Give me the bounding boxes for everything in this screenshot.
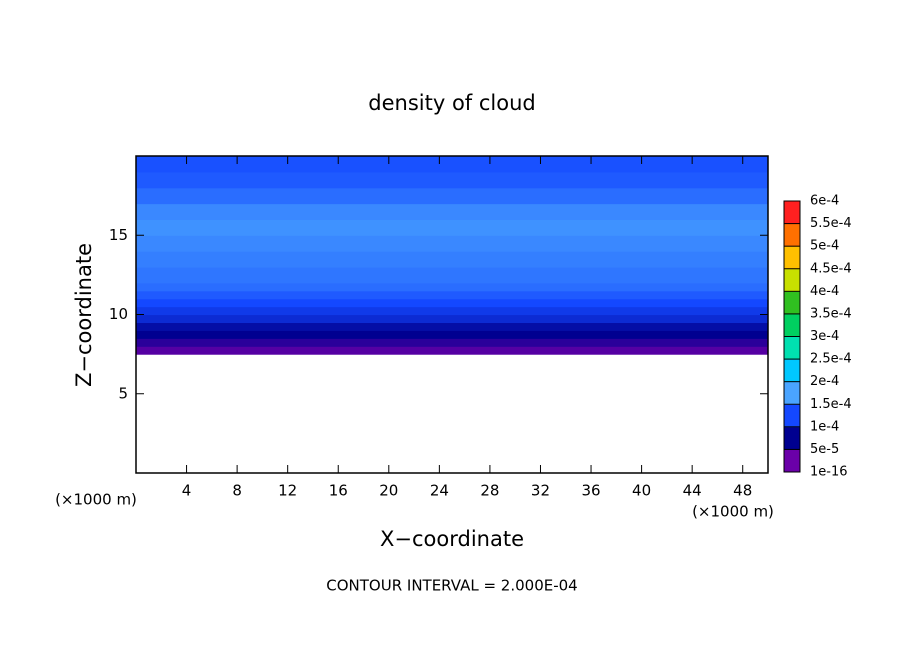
x-unit: (×1000 m) <box>692 503 774 521</box>
colorbar-label: 1e-4 <box>810 419 839 434</box>
x-tick-label: 20 <box>379 482 398 500</box>
contour-band <box>136 314 768 324</box>
x-tick-label: 24 <box>430 482 449 500</box>
contour-band <box>136 306 768 316</box>
contour-band <box>136 235 768 252</box>
colorbar-label: 5e-5 <box>810 442 839 457</box>
x-tick-label: 36 <box>581 482 600 500</box>
colorbar: 1e-16 5e-5 1e-4 1.5e-4 2e-4 2.5e-4 3e-4 3.5e-4 4… <box>783 194 852 480</box>
x-tick-label: 28 <box>480 482 499 500</box>
contour-band <box>136 219 768 236</box>
colorbar-label: 3e-4 <box>810 329 839 344</box>
y-axis-label: Z−coordinate <box>72 243 96 387</box>
colorbar-label: 3.5e-4 <box>810 306 852 321</box>
colorbar-label: 5e-4 <box>810 239 839 254</box>
colorbar-label: 2.5e-4 <box>810 352 852 367</box>
x-tick-label: 8 <box>232 482 242 500</box>
colorbar-band <box>784 404 800 428</box>
x-tick-label: 44 <box>683 482 702 500</box>
colorbar-band <box>784 313 800 337</box>
contour-band <box>136 187 768 205</box>
contour-band <box>136 171 768 189</box>
field <box>136 156 768 355</box>
colorbar-band <box>784 426 800 450</box>
colorbar-band <box>784 381 800 405</box>
colorbar-band <box>784 336 800 360</box>
colorbar-band <box>784 449 800 473</box>
colorbar-band <box>784 359 800 383</box>
x-tick-label: 16 <box>329 482 348 500</box>
contour-band <box>136 290 768 300</box>
contour-band <box>136 251 768 268</box>
colorbar-label: 1.5e-4 <box>810 397 852 412</box>
contour-band <box>136 282 768 292</box>
colorbar-band <box>784 246 800 270</box>
contour-band <box>136 156 768 173</box>
colorbar-label: 4e-4 <box>810 284 839 299</box>
y-tick-label: 15 <box>109 226 128 244</box>
x-tick-label: 32 <box>531 482 550 500</box>
contour-band <box>136 266 768 284</box>
y-tick-label: 10 <box>109 305 128 323</box>
colorbar-band <box>784 201 800 225</box>
contour-band <box>136 346 768 355</box>
colorbar-label: 2e-4 <box>810 374 839 389</box>
x-tick-label: 4 <box>182 482 192 500</box>
colorbar-band <box>784 291 800 315</box>
x-tick-label: 12 <box>278 482 297 500</box>
y-unit: (×1000 m) <box>55 491 137 509</box>
chart-title: density of cloud <box>368 91 535 115</box>
colorbar-band <box>784 223 800 247</box>
contour-band <box>136 203 768 220</box>
x-tick-label: 48 <box>733 482 752 500</box>
x-axis-label: X−coordinate <box>380 527 524 551</box>
colorbar-label: 6e-4 <box>810 194 839 209</box>
contour-band <box>136 330 768 339</box>
contour-band <box>136 298 768 308</box>
x-tick-label: 40 <box>632 482 651 500</box>
colorbar-band <box>784 268 800 292</box>
y-tick-label: 5 <box>118 384 128 402</box>
contour-band <box>136 338 768 347</box>
colorbar-label: 5.5e-4 <box>810 216 852 231</box>
contour-band <box>136 322 768 331</box>
colorbar-label: 4.5e-4 <box>810 261 852 276</box>
colorbar-label: 1e-16 <box>810 465 848 480</box>
footnote: CONTOUR INTERVAL = 2.000E-04 <box>326 577 577 595</box>
